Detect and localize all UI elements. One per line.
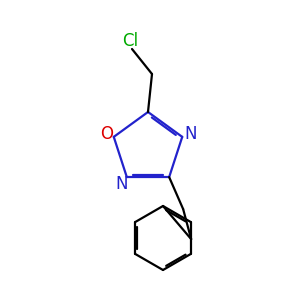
- Text: N: N: [184, 125, 197, 143]
- Text: Cl: Cl: [122, 32, 138, 50]
- Text: O: O: [100, 125, 113, 143]
- Text: N: N: [115, 176, 128, 194]
